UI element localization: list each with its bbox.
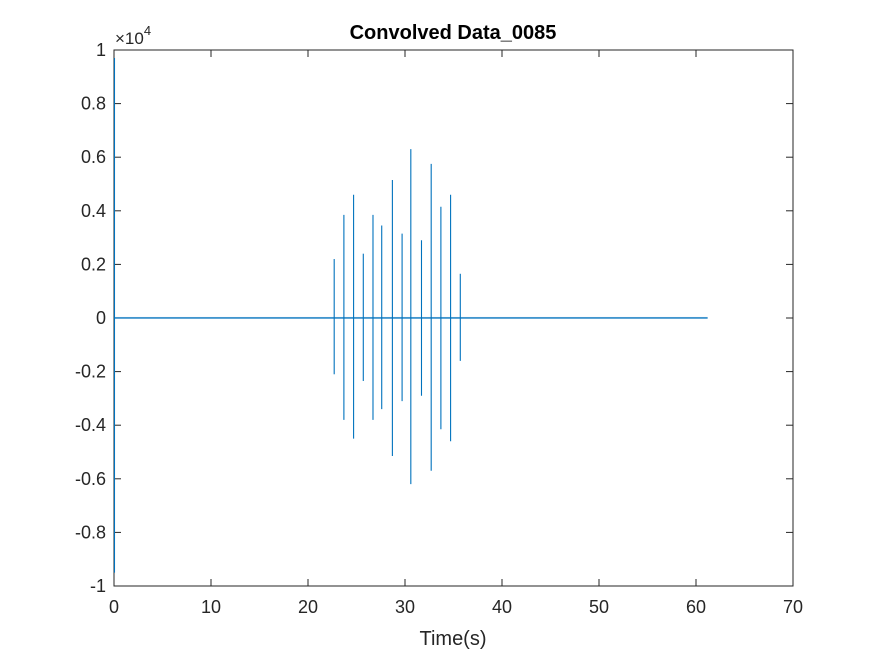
y-exponent-base: ×10 bbox=[115, 29, 144, 48]
x-tick-label: 70 bbox=[783, 597, 803, 617]
y-tick-label: 0.6 bbox=[81, 147, 106, 167]
y-tick-label: -0.4 bbox=[75, 415, 106, 435]
series-group bbox=[113, 58, 708, 573]
y-tick-label: -0.8 bbox=[75, 522, 106, 542]
x-tick-label: 40 bbox=[492, 597, 512, 617]
x-tick-label: 50 bbox=[589, 597, 609, 617]
svg-text:×104: ×104 bbox=[115, 23, 151, 48]
x-tick-label: 20 bbox=[298, 597, 318, 617]
y-tick-label: -0.2 bbox=[75, 362, 106, 382]
y-axis-ticks: -1 -0.8 -0.6 -0.4 -0.2 0 0.2 0.4 0.6 0.8 1 bbox=[75, 40, 793, 596]
x-tick-label: 60 bbox=[686, 597, 706, 617]
chart-title: Convolved Data_0085 bbox=[350, 22, 557, 44]
y-exponent-label: ×104 bbox=[115, 23, 151, 48]
y-tick-label: -1 bbox=[90, 576, 106, 596]
y-tick-label: -0.6 bbox=[75, 469, 106, 489]
y-exponent-power: 4 bbox=[144, 23, 151, 38]
y-tick-label: 0 bbox=[96, 308, 106, 328]
x-axis-label: Time(s) bbox=[419, 628, 486, 650]
x-axis-ticks: 0 10 20 30 40 50 60 70 bbox=[109, 50, 803, 617]
plot-area: 0 10 20 30 40 50 60 70 -1 -0.8 -0.6 -0.4 -0.2 0 0.2 0.… bbox=[75, 40, 803, 617]
x-tick-label: 30 bbox=[395, 597, 415, 617]
y-tick-label: 1 bbox=[96, 40, 106, 60]
x-tick-label: 0 bbox=[109, 597, 119, 617]
y-tick-label: 0.2 bbox=[81, 254, 106, 274]
y-tick-label: 0.8 bbox=[81, 94, 106, 114]
y-tick-label: 0.4 bbox=[81, 201, 106, 221]
x-tick-label: 10 bbox=[201, 597, 221, 617]
